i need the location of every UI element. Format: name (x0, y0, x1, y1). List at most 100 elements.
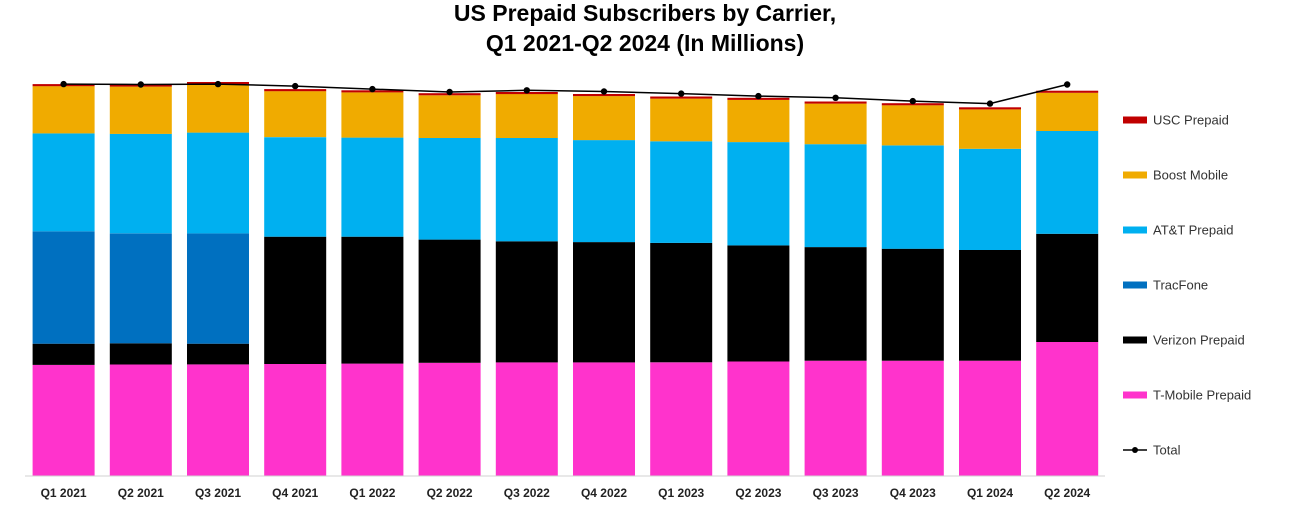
bar-usc-prepaid-q3-2023 (804, 101, 867, 104)
total-point-q4-2022 (600, 88, 608, 95)
bar-atandt-prepaid-q4-2021 (264, 137, 327, 237)
bar-verizon-prepaid-q1-2021 (32, 343, 95, 365)
bar-boost-mobile-q1-2022 (341, 92, 404, 138)
legend-label-total: Total (1153, 443, 1181, 458)
total-point-q3-2021 (214, 80, 222, 88)
bar-boost-mobile-q1-2024 (959, 109, 1021, 149)
bar-atandt-prepaid-q1-2022 (341, 137, 404, 237)
legend: USC Prepaid Boost Mobile AT&T Prepaid TracF… (1123, 113, 1251, 458)
bar-boost-mobile-q2-2023 (727, 99, 790, 143)
bar-atandt-prepaid-q4-2022 (573, 140, 635, 243)
x-tick-q1-2022: Q1 2022 (349, 486, 395, 500)
bar-verizon-prepaid-q3-2021 (187, 343, 249, 365)
bar-t-mobile-prepaid-q4-2023 (881, 360, 944, 476)
bar-usc-prepaid-q1-2024 (959, 107, 1021, 110)
bar-verizon-prepaid-q1-2023 (650, 242, 713, 363)
bar-boost-mobile-q4-2021 (264, 91, 327, 138)
bar-atandt-prepaid-q2-2024 (1036, 130, 1099, 234)
legend-swatch-boost-mobile (1123, 171, 1147, 179)
total-point-q1-2024 (986, 100, 994, 107)
bar-boost-mobile-q1-2021 (32, 86, 95, 134)
x-tick-q4-2022: Q4 2022 (581, 486, 627, 500)
total-point-q1-2021 (60, 80, 67, 88)
bar-atandt-prepaid-q2-2023 (727, 142, 790, 246)
bar-t-mobile-prepaid-q4-2022 (573, 362, 635, 476)
total-point-q2-2021 (137, 81, 144, 88)
bar-area (32, 82, 1099, 476)
bar-usc-prepaid-q4-2021 (264, 89, 327, 92)
bar-atandt-prepaid-q1-2023 (650, 141, 713, 243)
bar-atandt-prepaid-q1-2024 (959, 148, 1021, 250)
bar-verizon-prepaid-q2-2021 (109, 343, 172, 365)
bar-tracfone-q3-2021 (187, 233, 249, 344)
x-tick-q4-2023: Q4 2023 (890, 486, 936, 500)
bar-t-mobile-prepaid-q3-2023 (804, 360, 867, 476)
x-tick-q4-2021: Q4 2021 (272, 486, 318, 500)
x-tick-q3-2022: Q3 2022 (504, 486, 550, 500)
bar-t-mobile-prepaid-q3-2022 (495, 362, 558, 476)
bar-boost-mobile-q2-2024 (1036, 92, 1099, 131)
bar-t-mobile-prepaid-q2-2023 (727, 361, 790, 476)
bar-atandt-prepaid-q2-2021 (109, 133, 172, 234)
bar-usc-prepaid-q4-2022 (573, 94, 635, 97)
bar-atandt-prepaid-q3-2023 (804, 144, 867, 248)
bar-t-mobile-prepaid-q2-2021 (109, 364, 172, 476)
legend-swatch-verizon-prepaid (1123, 336, 1147, 344)
total-point-q2-2024 (1064, 81, 1071, 88)
total-point-q3-2022 (523, 87, 530, 94)
bar-t-mobile-prepaid-q1-2024 (959, 360, 1021, 476)
x-tick-q2-2021: Q2 2021 (118, 486, 164, 500)
total-point-q1-2022 (369, 85, 376, 93)
bar-atandt-prepaid-q3-2022 (495, 138, 558, 242)
bar-t-mobile-prepaid-q4-2021 (264, 364, 327, 476)
legend-label-boost-mobile: Boost Mobile (1153, 168, 1228, 183)
legend-label-t-mobile-prepaid: T-Mobile Prepaid (1153, 388, 1251, 403)
bar-verizon-prepaid-q4-2021 (264, 236, 327, 364)
bar-t-mobile-prepaid-q3-2021 (187, 364, 249, 476)
total-point-q4-2023 (909, 97, 916, 105)
total-line (63, 83, 1068, 105)
legend-marker-total (1132, 447, 1138, 453)
x-tick-q1-2024: Q1 2024 (967, 486, 1013, 500)
bar-boost-mobile-q3-2021 (187, 84, 249, 133)
bar-boost-mobile-q2-2022 (418, 95, 481, 138)
bar-atandt-prepaid-q3-2021 (187, 132, 249, 234)
bar-verizon-prepaid-q2-2023 (727, 245, 790, 362)
bar-verizon-prepaid-q4-2023 (881, 248, 944, 361)
x-tick-q2-2022: Q2 2022 (427, 486, 473, 500)
bar-verizon-prepaid-q1-2024 (959, 250, 1021, 361)
x-tick-q3-2021: Q3 2021 (195, 486, 241, 500)
x-axis-ticks: Q1 2021 Q2 2021 Q3 2021 Q4 2021 Q1 2022 Q2 20… (41, 486, 1091, 500)
bar-boost-mobile-q2-2021 (109, 86, 172, 134)
bar-tracfone-q1-2021 (32, 231, 95, 344)
bar-verizon-prepaid-q2-2022 (418, 239, 481, 363)
bar-boost-mobile-q3-2022 (495, 94, 558, 138)
bar-t-mobile-prepaid-q1-2021 (32, 364, 95, 476)
x-tick-q1-2021: Q1 2021 (41, 486, 87, 500)
bar-boost-mobile-q4-2022 (573, 96, 635, 141)
bar-usc-prepaid-q2-2024 (1036, 90, 1099, 93)
bar-atandt-prepaid-q4-2023 (881, 145, 944, 249)
bar-tracfone-q2-2021 (109, 233, 172, 344)
total-series (60, 80, 1071, 107)
bar-t-mobile-prepaid-q1-2022 (341, 363, 404, 476)
x-tick-q3-2023: Q3 2023 (813, 486, 859, 500)
legend-label-usc-prepaid: USC Prepaid (1153, 113, 1229, 128)
total-point-q3-2023 (832, 94, 839, 102)
x-tick-q1-2023: Q1 2023 (658, 486, 704, 500)
legend-label-atandt-prepaid: AT&T Prepaid (1153, 223, 1233, 238)
bar-t-mobile-prepaid-q2-2024 (1036, 342, 1099, 476)
bar-atandt-prepaid-q2-2022 (418, 138, 481, 240)
legend-label-tracfone: TracFone (1153, 278, 1208, 293)
bar-verizon-prepaid-q2-2024 (1036, 233, 1099, 342)
bar-usc-prepaid-q1-2023 (650, 96, 713, 99)
legend-swatch-tracfone (1123, 281, 1147, 289)
total-point-q2-2023 (755, 92, 762, 100)
legend-swatch-usc-prepaid (1123, 116, 1147, 124)
legend-swatch-t-mobile-prepaid (1123, 391, 1147, 399)
chart-title-line-2: Q1 2021-Q2 2024 (In Millions) (486, 30, 804, 56)
x-tick-q2-2023: Q2 2023 (735, 486, 781, 500)
bar-t-mobile-prepaid-q2-2022 (418, 362, 481, 476)
total-point-q4-2021 (292, 82, 299, 90)
